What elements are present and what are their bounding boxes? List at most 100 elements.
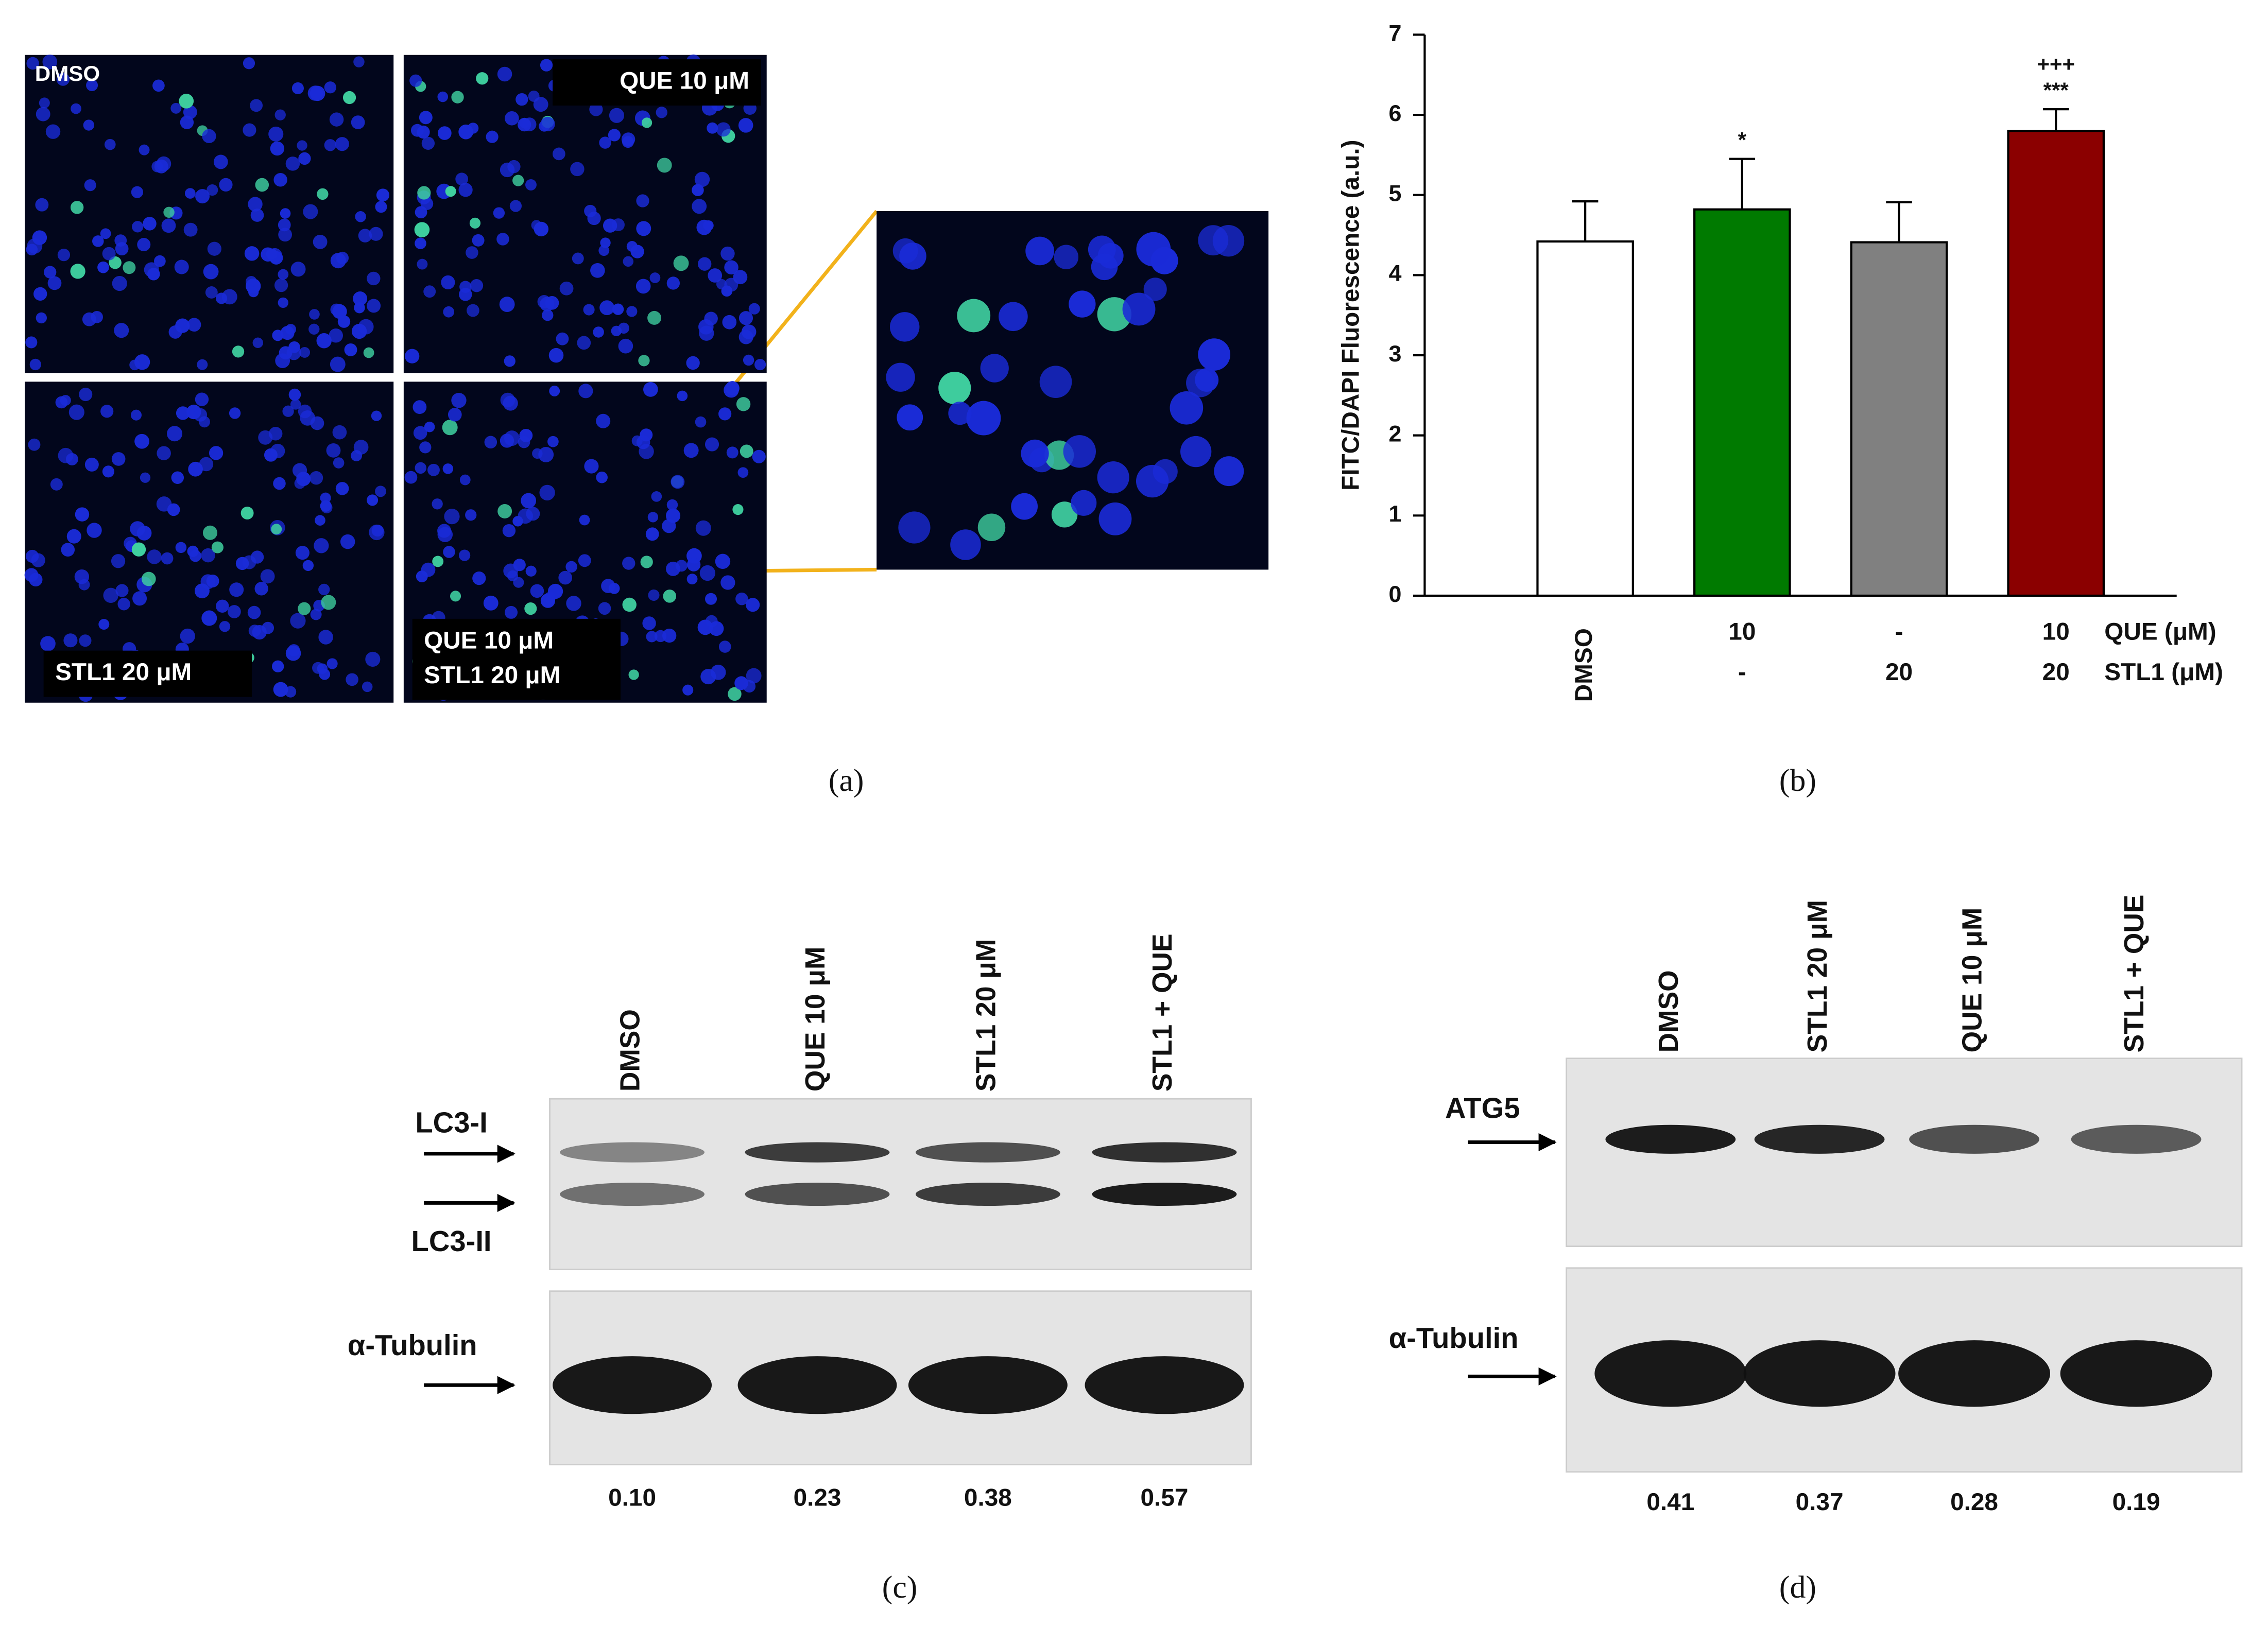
nucleus: [736, 397, 751, 411]
nucleus: [70, 201, 84, 214]
nucleus: [639, 444, 654, 459]
nucleus: [132, 221, 144, 233]
nucleus: [509, 200, 522, 212]
nucleus: [100, 405, 114, 418]
nucleus: [57, 248, 71, 262]
nucleus: [32, 230, 47, 245]
nucleus: [622, 557, 635, 570]
nucleus: [451, 392, 467, 408]
nucleus: [516, 93, 528, 106]
band-label: α-Tubulin: [1389, 1322, 1519, 1354]
nucleus: [897, 404, 923, 431]
band: [745, 1183, 890, 1206]
nucleus: [321, 595, 336, 610]
nucleus: [137, 238, 151, 252]
nucleus: [502, 524, 516, 538]
nucleus: [287, 644, 300, 656]
nucleus: [326, 443, 341, 458]
nucleus: [538, 447, 554, 462]
caption: (b): [1779, 763, 1816, 798]
nucleus: [662, 519, 676, 533]
nucleus: [201, 548, 215, 563]
nucleus: [467, 123, 479, 134]
nucleus: [324, 139, 336, 151]
nucleus: [611, 325, 622, 337]
nucleus: [246, 276, 257, 287]
nucleus: [63, 633, 78, 648]
nucleus: [638, 355, 650, 367]
nucleus: [432, 556, 444, 567]
nucleus: [1011, 493, 1038, 520]
nucleus: [950, 529, 981, 560]
nucleus: [733, 270, 748, 285]
nucleus: [29, 573, 43, 586]
nucleus: [631, 435, 643, 446]
nucleus: [45, 124, 61, 139]
nucleus: [746, 668, 762, 684]
nucleus: [78, 579, 90, 591]
nucleus: [219, 621, 231, 632]
nucleus: [593, 326, 604, 338]
nucleus: [1212, 225, 1245, 257]
nucleus: [143, 217, 157, 231]
nucleus: [68, 404, 84, 420]
nucleus: [496, 233, 509, 246]
nucleus: [358, 229, 372, 243]
nucleus: [722, 315, 737, 330]
nucleus: [355, 211, 366, 222]
nucleus: [203, 264, 219, 280]
nucleus: [270, 443, 285, 459]
nucleus: [539, 484, 555, 500]
nucleus: [216, 292, 228, 304]
nucleus: [280, 326, 295, 340]
nucleus: [1021, 439, 1049, 468]
nucleus: [260, 569, 275, 584]
nucleus: [486, 130, 499, 143]
bar: [2007, 130, 2105, 597]
nucleus: [294, 478, 305, 489]
nucleus: [623, 256, 634, 267]
nucleus: [505, 111, 519, 126]
nucleus: [549, 386, 560, 396]
nucleus: [367, 299, 381, 313]
nucleus: [316, 333, 332, 349]
nucleus: [201, 610, 217, 626]
nucleus: [171, 471, 184, 484]
nucleus: [513, 577, 524, 588]
band: [2071, 1124, 2202, 1154]
nucleus: [309, 471, 323, 485]
ratio: 0.57: [1141, 1484, 1189, 1512]
nucleus: [130, 521, 145, 536]
nucleus: [579, 514, 590, 526]
nucleus: [1122, 292, 1156, 326]
nucleus: [141, 571, 156, 586]
nucleus: [683, 443, 699, 458]
nucleus: [1170, 391, 1204, 425]
x-row-label: QUE (μM): [2104, 618, 2216, 646]
nucleus: [438, 126, 452, 140]
nucleus: [565, 561, 577, 573]
lane-label: STL1 20 μM: [1802, 900, 1833, 1052]
nucleus: [298, 152, 311, 165]
y-tick-label: 4: [1389, 260, 1402, 286]
nucleus: [44, 266, 57, 279]
nucleus: [197, 359, 208, 370]
nucleus: [599, 136, 611, 149]
nucleus: [497, 504, 512, 518]
nucleus: [503, 563, 518, 579]
nucleus: [647, 310, 662, 325]
nucleus: [1069, 290, 1096, 318]
nucleus: [899, 243, 926, 270]
nucleus: [170, 102, 182, 114]
nucleus: [467, 304, 479, 317]
lane-label: STL1 + QUE: [1147, 933, 1178, 1092]
nucleus: [497, 66, 512, 82]
nucleus: [247, 605, 261, 619]
nucleus: [299, 347, 311, 358]
nucleus: [229, 407, 241, 419]
nucleus: [290, 399, 301, 410]
nucleus: [666, 561, 680, 576]
nucleus: [290, 613, 306, 629]
nucleus: [559, 281, 574, 296]
nucleus: [738, 311, 753, 325]
